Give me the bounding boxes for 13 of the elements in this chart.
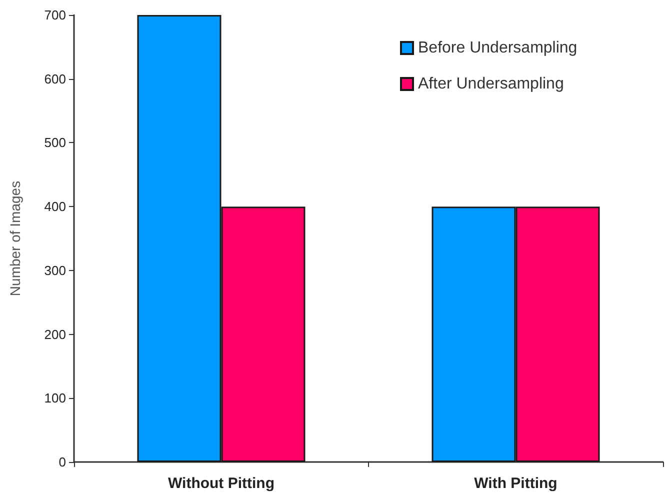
- legend-label: After Undersampling: [418, 76, 564, 92]
- x-tick-label: Without Pitting: [168, 475, 274, 492]
- y-tick-label: 600: [44, 71, 66, 86]
- y-tick-label: 700: [44, 8, 66, 22]
- y-axis-title: Number of Images: [7, 180, 23, 296]
- y-tick-label: 100: [44, 390, 66, 406]
- y-tick-label: 400: [44, 199, 66, 214]
- y-tick-label: 500: [44, 135, 66, 150]
- y-tick-label: 200: [44, 326, 66, 342]
- y-tick-label: 300: [44, 262, 66, 278]
- legend-label: Before Undersampling: [418, 40, 578, 56]
- y-tick-label: 0: [58, 454, 66, 470]
- x-tick-label: With Pitting: [474, 475, 558, 492]
